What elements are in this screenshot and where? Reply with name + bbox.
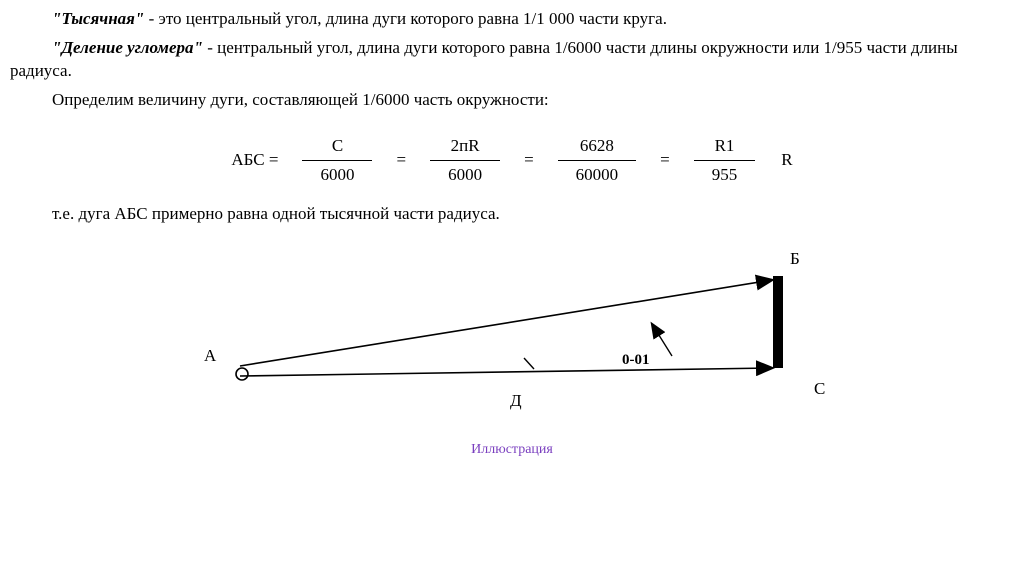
fraction-3-den: 60000 — [558, 160, 637, 185]
diagram-container: А Б С Д 0-01 — [10, 246, 1014, 436]
fraction-2: 2пR 6000 — [430, 136, 500, 185]
svg-text:0-01: 0-01 — [622, 352, 650, 368]
formula-lhs: АБС = — [231, 150, 278, 170]
fraction-4-den: 955 — [694, 160, 756, 185]
fraction-1-den: 6000 — [302, 160, 372, 185]
fraction-1: С 6000 — [302, 136, 372, 185]
fraction-3-num: 6628 — [562, 136, 632, 160]
fraction-3: 6628 60000 — [558, 136, 637, 185]
p1-rest: - это центральный угол, длина дуги котор… — [144, 9, 667, 28]
angle-diagram: А Б С Д 0-01 — [142, 246, 882, 436]
paragraph-3: Определим величину дуги, составляющей 1/… — [10, 89, 1014, 112]
svg-text:А: А — [204, 346, 217, 365]
svg-text:С: С — [814, 379, 825, 398]
paragraph-1: "Тысячная" - это центральный угол, длина… — [10, 8, 1014, 31]
fraction-2-num: 2пR — [433, 136, 498, 160]
equals-1: = — [396, 150, 406, 170]
term-goniometer-division: "Деление угломера" — [52, 38, 203, 57]
equals-2: = — [524, 150, 534, 170]
formula-trail: R — [781, 150, 792, 170]
caption: Иллюстрация — [10, 442, 1014, 458]
term-thousandth: "Тысячная" — [52, 9, 144, 28]
conclusion: т.е. дуга АБС примерно равна одной тысяч… — [10, 203, 1014, 226]
fraction-4: R1 955 — [694, 136, 756, 185]
fraction-2-den: 6000 — [430, 160, 500, 185]
fraction-4-num: R1 — [697, 136, 753, 160]
equals-3: = — [660, 150, 670, 170]
svg-text:Д: Д — [510, 391, 522, 410]
fraction-1-num: С — [314, 136, 361, 160]
svg-text:Б: Б — [790, 249, 800, 268]
formula-arc-length: АБС = С 6000 = 2пR 6000 = 6628 60000 = R… — [10, 136, 1014, 185]
paragraph-2: "Деление угломера" - центральный угол, д… — [10, 37, 1014, 83]
